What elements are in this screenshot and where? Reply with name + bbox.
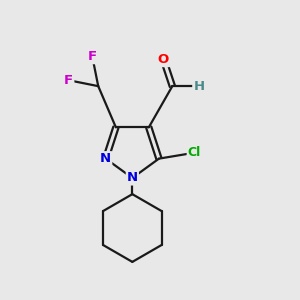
Text: N: N bbox=[127, 172, 138, 184]
Text: F: F bbox=[64, 74, 73, 87]
Text: O: O bbox=[158, 53, 169, 66]
Text: Cl: Cl bbox=[188, 146, 201, 159]
Text: H: H bbox=[193, 80, 204, 93]
Text: F: F bbox=[88, 50, 97, 63]
Text: N: N bbox=[100, 152, 111, 165]
